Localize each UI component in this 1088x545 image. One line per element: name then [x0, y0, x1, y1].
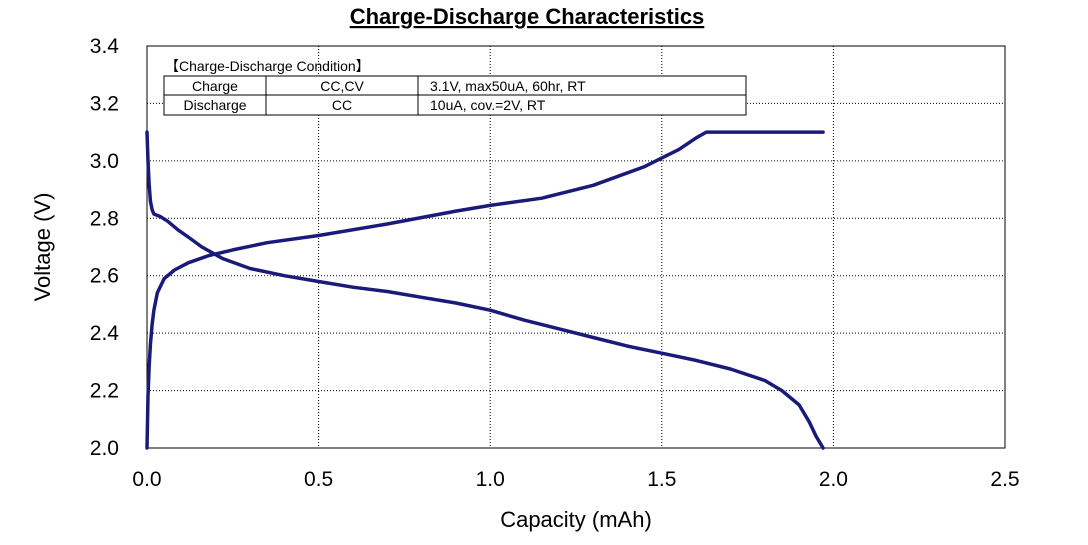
- condition-discharge-label: Discharge: [183, 97, 246, 113]
- y-axis-label: Voltage (V): [30, 193, 55, 302]
- y-tick-label: 3.4: [90, 35, 120, 58]
- x-tick-label: 2.0: [819, 468, 848, 491]
- y-tick-label: 2.6: [90, 265, 119, 288]
- chart-title: Charge-Discharge Characteristics: [350, 4, 705, 29]
- y-tick-label: 3.2: [90, 92, 119, 115]
- condition-charge-mode: CC,CV: [320, 78, 364, 94]
- plot-frame: [146, 45, 1006, 449]
- x-tick-label: 2.5: [990, 468, 1019, 491]
- series-group: [145, 130, 825, 450]
- y-tick-label: 2.2: [90, 380, 119, 403]
- x-axis-label: Capacity (mAh): [500, 507, 652, 532]
- y-tick-labels: 2.0 2.2 2.4 2.6 2.8 3.0 3.2 3.4: [90, 35, 120, 460]
- x-tick-labels: 0.0 0.5 1.0 1.5 2.0 2.5: [132, 468, 1019, 491]
- charge-curve: [145, 130, 825, 450]
- condition-discharge-params: 10uA, cov.=2V, RT: [430, 97, 546, 113]
- condition-box: 【Charge-Discharge Condition】 Charge CC,C…: [163, 58, 747, 116]
- discharge-curve: [145, 130, 825, 450]
- condition-charge-label: Charge: [192, 78, 238, 94]
- y-tick-label: 2.8: [90, 207, 119, 230]
- x-tick-label: 0.0: [132, 468, 161, 491]
- x-tick-label: 1.5: [647, 468, 676, 491]
- condition-charge-params: 3.1V, max50uA, 60hr, RT: [430, 78, 586, 94]
- x-tick-label: 0.5: [304, 468, 333, 491]
- x-tick-label: 1.0: [476, 468, 505, 491]
- y-tick-label: 2.0: [90, 437, 119, 460]
- y-tick-label: 3.0: [90, 150, 119, 173]
- y-tick-label: 2.4: [90, 322, 120, 345]
- condition-discharge-mode: CC: [332, 97, 352, 113]
- condition-box-title: 【Charge-Discharge Condition】: [165, 58, 370, 74]
